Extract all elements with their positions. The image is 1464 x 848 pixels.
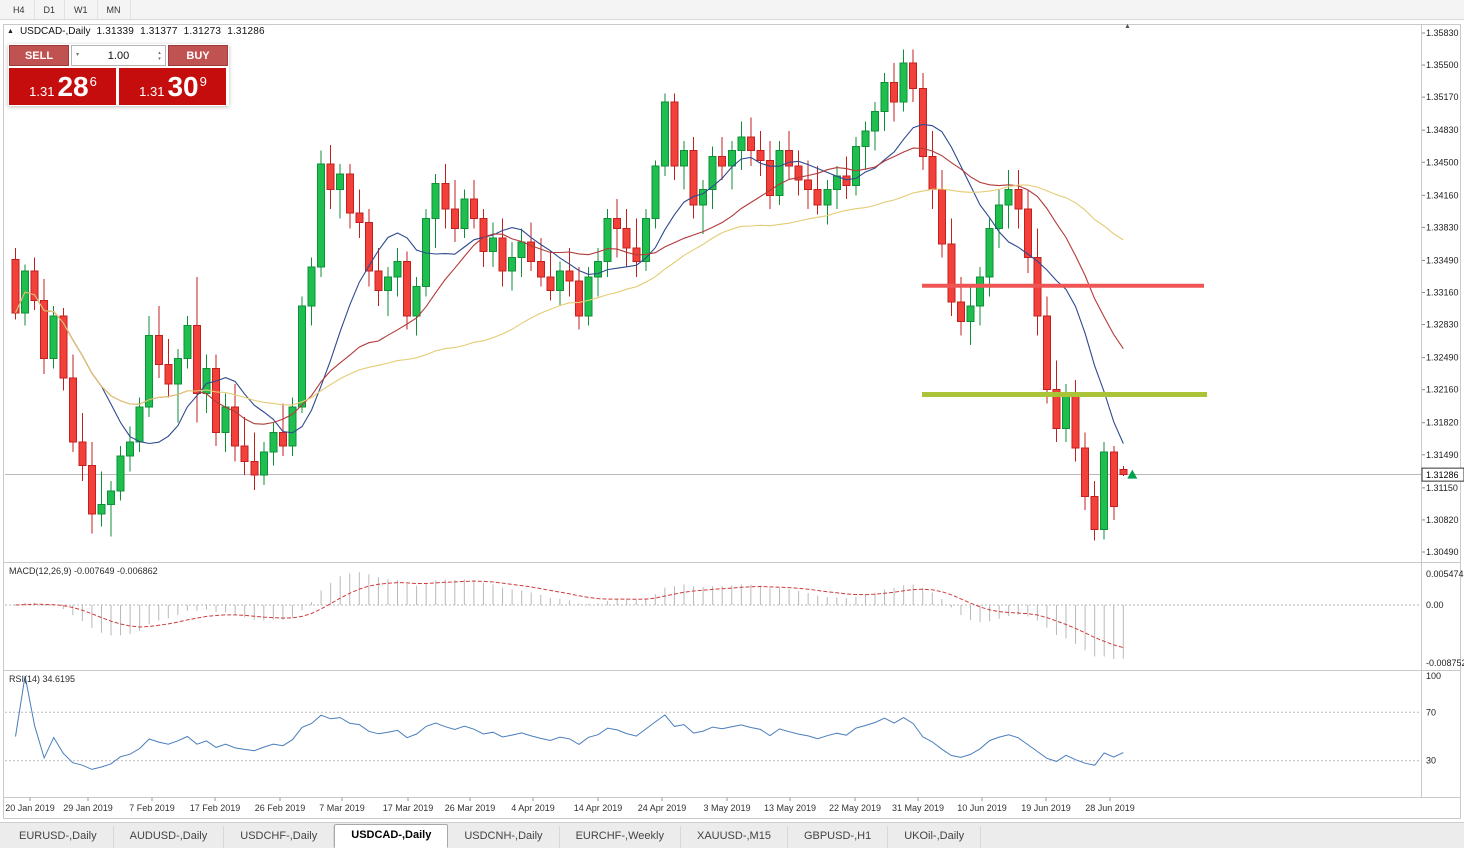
tab-gbpusd-h1[interactable]: GBPUSD-,H1 [788,826,889,848]
chart-ohlc-header: ▲ USDCAD-,Daily 1.31339 1.31377 1.31273 … [7,26,265,37]
chart-symbol-label: USDCAD-,Daily [19,26,91,37]
current-price-tag: 1.31286 [1421,467,1464,482]
svg-text:7 Feb 2019: 7 Feb 2019 [129,803,175,813]
svg-text:1.31490: 1.31490 [1426,450,1459,460]
rsi-label: RSI(14) 34.6195 [9,674,76,684]
rsi-indicator [5,675,1421,770]
chart-tab-bar: EURUSD-,Daily AUDUSD-,Daily USDCHF-,Dail… [0,822,1464,848]
svg-text:26 Feb 2019: 26 Feb 2019 [255,803,306,813]
timeframe-d1-button[interactable]: D1 [35,0,66,19]
svg-text:100: 100 [1426,671,1441,681]
svg-text:1.31286: 1.31286 [1426,470,1459,480]
svg-text:1.33490: 1.33490 [1426,255,1459,265]
rsi-line [15,675,1124,770]
svg-text:14 Apr 2019: 14 Apr 2019 [574,803,623,813]
timeframe-w1-button[interactable]: W1 [65,0,98,19]
timeframe-mn-button[interactable]: MN [98,0,131,19]
svg-text:70: 70 [1426,707,1436,717]
svg-text:30: 30 [1426,756,1436,766]
ohlc-open-value: 1.31339 [96,26,135,37]
tab-usdchf-daily[interactable]: USDCHF-,Daily [224,826,335,848]
tab-ukoil-daily[interactable]: UKOil-,Daily [888,826,982,848]
svg-text:17 Feb 2019: 17 Feb 2019 [190,803,241,813]
one-click-trading-panel: SELL ▾ ▴ ▾ BUY 1.31 28 6 1.31 30 9 [8,44,229,106]
chart-frame [3,24,1461,819]
svg-text:1.35170: 1.35170 [1426,92,1459,102]
svg-text:1.31150: 1.31150 [1426,483,1458,493]
svg-text:1.30820: 1.30820 [1426,515,1459,525]
trade-prices-row: 1.31 28 6 1.31 30 9 [9,68,228,105]
svg-text:1.32830: 1.32830 [1426,320,1459,330]
buy-price-pipette: 9 [199,74,207,89]
ma-20-line [14,147,1124,425]
timeframe-h4-button[interactable]: H4 [4,0,35,19]
svg-text:24 Apr 2019: 24 Apr 2019 [638,803,687,813]
svg-text:1.35830: 1.35830 [1426,28,1459,38]
svg-text:1.31820: 1.31820 [1426,418,1459,428]
sell-price-tile[interactable]: 1.31 28 6 [9,68,116,105]
svg-text:26 Mar 2019: 26 Mar 2019 [445,803,496,813]
tab-usdcnh-daily[interactable]: USDCNH-,Daily [448,826,560,848]
candlestick-series [11,49,1128,541]
svg-text:3 May 2019: 3 May 2019 [703,803,750,813]
svg-text:29 Jan 2019: 29 Jan 2019 [63,803,113,813]
trade-controls-row: SELL ▾ ▴ ▾ BUY [9,45,228,66]
buy-price-tile[interactable]: 1.31 30 9 [119,68,226,105]
svg-text:-0.008752: -0.008752 [1426,658,1464,668]
svg-text:1.34500: 1.34500 [1426,157,1459,167]
svg-text:19 Jun 2019: 19 Jun 2019 [1021,803,1071,813]
one-click-panel-toggle-icon[interactable]: ▲ [7,27,14,35]
tab-audusd-daily[interactable]: AUDUSD-,Daily [114,826,225,848]
tab-eurusd-daily[interactable]: EURUSD-,Daily [3,826,114,848]
buy-price-prefix: 1.31 [139,84,165,99]
macd-label: MACD(12,26,9) -0.007649 -0.006862 [9,566,158,576]
svg-text:4 Apr 2019: 4 Apr 2019 [511,803,555,813]
timeframe-toolbar: H4 D1 W1 MN [0,0,1464,20]
buy-price-pips: 30 [167,71,199,102]
volume-input[interactable] [83,49,154,62]
sell-button[interactable]: SELL [9,45,69,66]
volume-box: ▾ ▴ ▾ [71,45,166,66]
buy-button[interactable]: BUY [168,45,228,66]
svg-text:22 May 2019: 22 May 2019 [829,803,881,813]
svg-text:13 May 2019: 13 May 2019 [764,803,816,813]
ohlc-low-value: 1.31273 [183,26,222,37]
svg-text:0.00: 0.00 [1426,600,1444,610]
price-axis: 1.35830 1.35500 1.35170 1.34830 1.34500 1.341… [1422,28,1464,766]
tab-xauusd-m15[interactable]: XAUUSD-,M15 [681,826,788,848]
svg-text:17 Mar 2019: 17 Mar 2019 [383,803,434,813]
svg-text:1.34160: 1.34160 [1426,190,1459,200]
sell-price-pipette: 6 [89,74,97,89]
svg-text:1.35500: 1.35500 [1426,60,1459,70]
chart-shift-marker-icon[interactable]: ▲ [1124,23,1131,30]
ohlc-high-value: 1.31377 [140,26,178,37]
macd-signal-line [15,580,1124,649]
svg-text:1.32160: 1.32160 [1426,385,1459,395]
macd-indicator [5,572,1421,659]
svg-text:10 Jun 2019: 10 Jun 2019 [957,803,1007,813]
svg-text:1.33830: 1.33830 [1426,222,1459,232]
ma-45-line [14,184,1124,406]
svg-text:0.005474: 0.005474 [1426,569,1464,579]
volume-spinner: ▴ ▾ [154,50,165,62]
ohlc-close-value: 1.31286 [227,26,265,37]
volume-up-button[interactable]: ▴ [158,49,161,56]
up-arrow-marker [1127,469,1138,479]
svg-text:1.32490: 1.32490 [1426,353,1459,363]
volume-down-button[interactable]: ▾ [158,55,161,62]
svg-text:1.34830: 1.34830 [1426,125,1459,135]
svg-text:1.30490: 1.30490 [1426,547,1459,557]
tab-eurchf-weekly[interactable]: EURCHF-,Weekly [560,826,681,848]
svg-text:1.33160: 1.33160 [1426,288,1459,298]
svg-text:7 Mar 2019: 7 Mar 2019 [319,803,365,813]
svg-text:31 May 2019: 31 May 2019 [892,803,944,813]
svg-text:28 Jun 2019: 28 Jun 2019 [1085,803,1135,813]
volume-dropdown-icon[interactable]: ▾ [75,52,79,58]
sell-price-pips: 28 [57,71,89,102]
tab-usdcad-daily[interactable]: USDCAD-,Daily [334,824,449,848]
svg-text:20 Jan 2019: 20 Jan 2019 [5,803,55,813]
sell-price-prefix: 1.31 [29,84,55,99]
time-axis: 20 Jan 2019 29 Jan 2019 7 Feb 2019 17 Feb 2… [5,797,1135,813]
